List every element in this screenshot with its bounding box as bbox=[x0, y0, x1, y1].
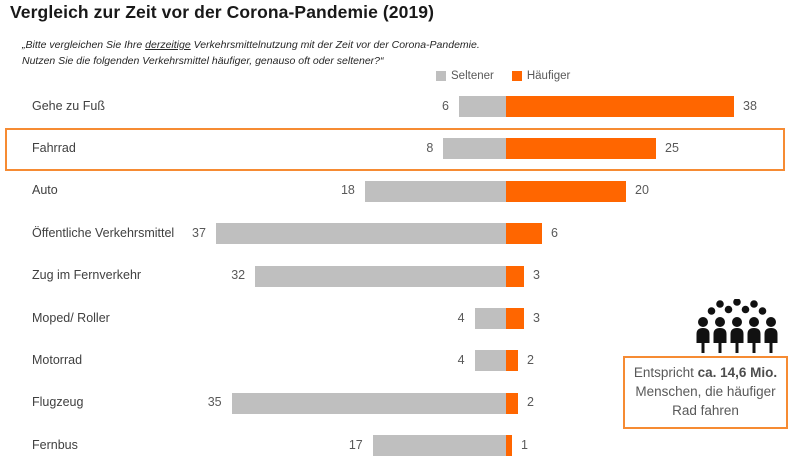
callout-text-post: Menschen, die häufiger Rad fahren bbox=[635, 384, 776, 419]
seltener-value-label: 4 bbox=[457, 352, 465, 367]
page-title: Vergleich zur Zeit vor der Corona-Pandem… bbox=[10, 2, 435, 22]
seltener-bar bbox=[474, 350, 506, 372]
haeufiger-value-label: 20 bbox=[635, 183, 649, 198]
haeufiger-value-label: 1 bbox=[521, 437, 528, 452]
seltener-bar bbox=[255, 265, 506, 287]
seltener-value-label: 18 bbox=[340, 183, 355, 198]
seltener-bar bbox=[215, 223, 506, 245]
category-label: Auto bbox=[32, 183, 58, 198]
callout-text-bold: ca. 14,6 Mio. bbox=[697, 365, 778, 380]
haeufiger-bar bbox=[506, 180, 626, 202]
survey-question: „Bitte vergleichen Sie Ihre derzeitige V… bbox=[22, 38, 480, 70]
legend-swatch-seltener bbox=[436, 71, 446, 81]
subtitle-underlined-word: derzeitige bbox=[145, 39, 191, 51]
callout-text-pre: Entspricht bbox=[633, 365, 698, 380]
haeufiger-value-label: 2 bbox=[527, 395, 534, 410]
legend-label-haeufiger: Häufiger bbox=[526, 70, 571, 82]
seltener-bar bbox=[443, 138, 506, 160]
seltener-value-label: 17 bbox=[348, 437, 363, 452]
category-label: Flugzeug bbox=[32, 395, 84, 410]
haeufiger-bar bbox=[506, 138, 656, 160]
seltener-value-label: 32 bbox=[231, 268, 246, 283]
haeufiger-value-label: 3 bbox=[533, 310, 540, 325]
subtitle-line2: Nutzen Sie die folgenden Verkehrsmittel … bbox=[22, 54, 384, 67]
haeufiger-bar bbox=[506, 308, 524, 329]
haeufiger-value-label: 6 bbox=[551, 225, 558, 240]
seltener-bar bbox=[458, 96, 506, 117]
crowd-icon bbox=[696, 299, 778, 353]
seltener-value-label: 37 bbox=[192, 225, 206, 240]
haeufiger-bar bbox=[506, 96, 734, 117]
category-label: Zug im Fernverkehr bbox=[32, 268, 142, 283]
legend: Seltener Häufiger bbox=[436, 70, 570, 82]
legend-swatch-haeufiger bbox=[511, 71, 522, 81]
seltener-value-label: 4 bbox=[457, 310, 465, 325]
haeufiger-value-label: 3 bbox=[533, 268, 540, 283]
seltener-bar bbox=[364, 180, 506, 202]
legend-label-seltener: Seltener bbox=[451, 70, 494, 82]
legend-item-haeufiger: Häufiger bbox=[511, 70, 571, 82]
category-label: Motorrad bbox=[32, 352, 83, 367]
seltener-bar bbox=[231, 392, 506, 414]
seltener-bar bbox=[474, 308, 506, 329]
category-label: Moped/ Roller bbox=[32, 310, 110, 325]
seltener-value-label: 35 bbox=[207, 395, 222, 410]
haeufiger-bar bbox=[506, 435, 512, 456]
haeufiger-bar bbox=[506, 265, 524, 287]
haeufiger-value-label: 25 bbox=[665, 140, 679, 155]
category-label: Fernbus bbox=[32, 437, 78, 452]
subtitle-line1-pre: „Bitte vergleichen Sie Ihre bbox=[22, 39, 146, 51]
seltener-bar bbox=[372, 435, 506, 456]
category-label: Gehe zu Fuß bbox=[32, 98, 105, 113]
haeufiger-value-label: 38 bbox=[743, 98, 757, 113]
category-label: Fahrrad bbox=[32, 140, 76, 155]
callout-box: Entspricht ca. 14,6 Mio. Menschen, die h… bbox=[623, 356, 788, 429]
legend-item-seltener: Seltener bbox=[436, 70, 494, 82]
category-label: Öffentliche Verkehrsmittel bbox=[32, 225, 175, 240]
haeufiger-bar bbox=[506, 223, 542, 245]
haeufiger-value-label: 2 bbox=[527, 352, 534, 367]
haeufiger-bar bbox=[506, 350, 518, 372]
seltener-value-label: 6 bbox=[442, 98, 449, 113]
seltener-value-label: 8 bbox=[426, 140, 434, 155]
subtitle-line1-post: Verkehrsmittelnutzung mit der Zeit vor d… bbox=[190, 39, 480, 51]
haeufiger-bar bbox=[506, 392, 518, 414]
